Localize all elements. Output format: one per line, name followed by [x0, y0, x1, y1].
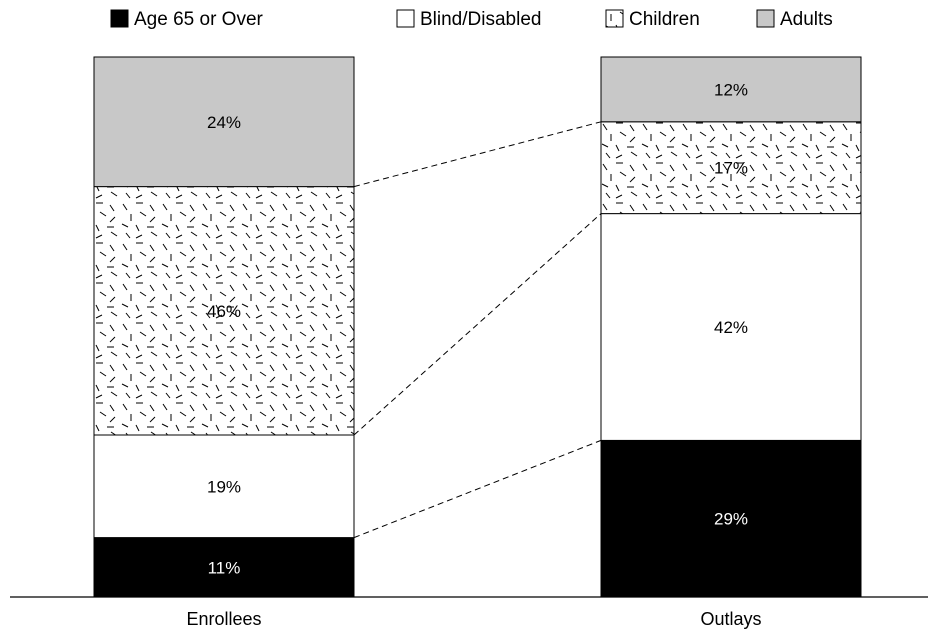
legend-label-blind-disabled: Blind/Disabled: [420, 9, 541, 30]
data-label-enrollees-blind-disabled: 19%: [207, 477, 241, 496]
legend-swatch-blind-disabled: [396, 9, 415, 28]
data-label-enrollees-adults: 24%: [207, 113, 241, 132]
bar-segment-outlays-age-65-or-over: [600, 439, 862, 598]
bar-segment-outlays-adults: [600, 56, 862, 123]
bar-segment-outlays-blind-disabled: [600, 213, 862, 441]
legend-label-age-65-or-over: Age 65 or Over: [134, 9, 264, 30]
bar-segment-enrollees-blind-disabled: [93, 434, 355, 539]
connector-line-3: [353, 121, 602, 188]
data-label-enrollees-children: 46%: [207, 302, 241, 321]
connector-line-1: [353, 439, 602, 539]
data-label-outlays-age-65-or-over: 29%: [714, 510, 748, 529]
data-label-outlays-blind-disabled: 42%: [714, 318, 748, 337]
data-label-enrollees-age-65-or-over: 11%: [208, 558, 241, 577]
legend-label-children: Children: [629, 9, 700, 30]
category-label-enrollees: Enrollees: [186, 609, 261, 629]
legend-swatch-adults: [756, 9, 775, 28]
data-label-outlays-children: 17%: [714, 159, 748, 178]
legend-swatch-children: [605, 9, 624, 28]
bar-segment-outlays-children: [600, 121, 862, 215]
data-label-outlays-adults: 12%: [714, 80, 748, 99]
legend-swatch-age-65-or-over: [110, 9, 129, 28]
category-label-outlays: Outlays: [700, 609, 761, 629]
legend-label-adults: Adults: [780, 9, 833, 30]
connector-line-2: [353, 213, 602, 436]
bar-segment-enrollees-adults: [93, 56, 355, 188]
bar-segment-enrollees-children: [93, 186, 355, 436]
